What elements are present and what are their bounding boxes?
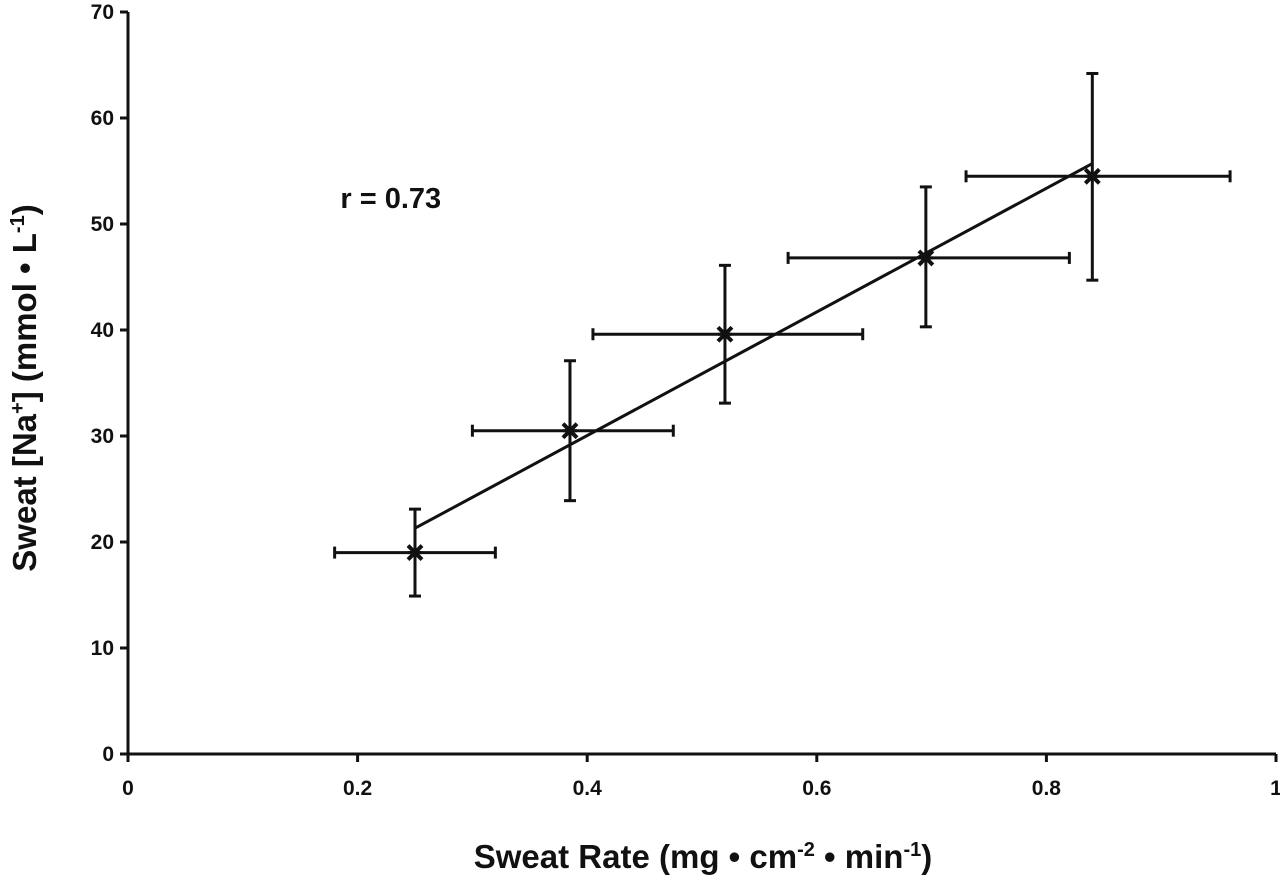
y-tick-label: 50 [91,213,114,236]
y-ticks: 0 10 20 30 40 50 60 70 [91,1,128,766]
data-point-marker [1083,167,1101,185]
y-tick-label: 20 [91,531,114,554]
x-axis-title-sup1: -2 [797,839,815,861]
x-axis-title-end: ) [921,838,932,875]
x-axis-title-mid: • min [815,838,904,875]
correlation-annotation: r = 0.73 [340,183,441,215]
y-tick-label: 30 [91,425,114,448]
y-axis-title-end: ) [6,204,43,215]
y-tick-label: 60 [91,107,114,130]
data-point-marker [917,249,935,267]
y-tick-label: 70 [91,1,114,24]
data-point-marker [406,544,424,562]
data-point-marker [716,325,734,343]
x-ticks: 0 0.2 0.4 0.6 0.8 1 [122,754,1280,800]
y-axis-title-main: Sweat [Na [6,413,43,571]
x-axis-title-sup2: -1 [903,839,921,861]
x-axis-title: Sweat Rate (mg • cm-2 • min-1) [474,838,932,875]
y-axis-title-sup2: -1 [7,215,29,233]
x-tick-label: 0.2 [343,777,372,800]
regression-layer [414,162,1094,530]
y-tick-label: 0 [102,743,114,766]
axes: 0 10 20 30 40 50 60 70 0 0.2 0.4 0.6 0.8 1 [91,1,1280,800]
y-axis-title-sup1: + [7,402,29,414]
regression-line [414,162,1094,530]
x-tick-label: 0.8 [1032,777,1062,800]
x-axis-title-main: Sweat Rate (mg • cm [474,838,797,875]
marker-layer [406,167,1101,562]
data-point-marker [561,422,579,440]
x-tick-label: 0 [122,777,134,800]
y-tick-label: 10 [91,637,114,660]
x-tick-label: 0.6 [802,777,831,800]
y-tick-label: 40 [91,319,114,342]
y-axis-title: Sweat [Na+] (mmol • L-1) [6,204,43,571]
x-tick-label: 1 [1270,777,1280,800]
x-tick-label: 0.4 [573,777,603,800]
y-axis-title-mid: ] (mmol • L [6,233,43,402]
